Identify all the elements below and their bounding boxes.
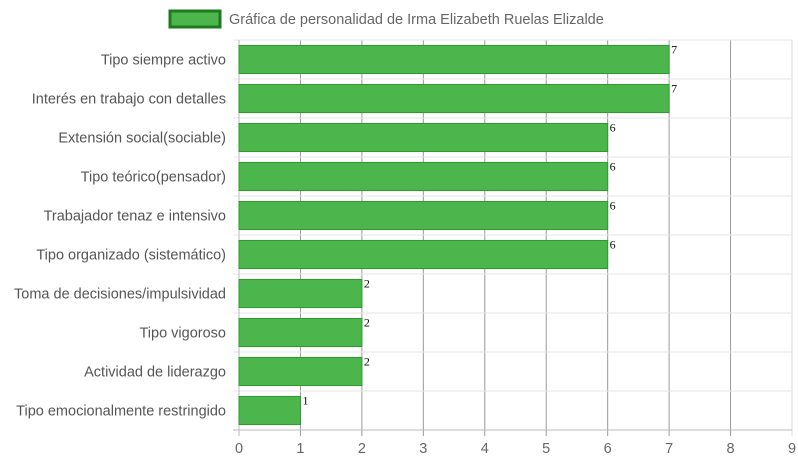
bar[interactable] [238,239,609,270]
category-label: Extensión social(sociable) [58,131,226,147]
x-tick-label: 5 [542,441,550,457]
data-label: 6 [610,238,616,252]
legend-label: Gráfica de personalidad de Irma Elizabet… [229,12,604,28]
data-label: 6 [610,199,616,213]
data-labels: 7 7 6 6 6 6 2 2 2 1 [302,43,677,408]
x-axis-ticks: 0 1 2 3 4 5 6 7 8 9 [235,441,796,457]
data-label: 2 [364,277,370,291]
bar[interactable] [238,200,609,231]
bars [238,44,670,426]
data-label: 7 [671,82,677,96]
category-label: Tipo teórico(pensador) [81,170,226,186]
data-label: 7 [671,43,677,57]
bar[interactable] [238,83,670,114]
x-tick-label: 8 [727,441,735,457]
data-label: 6 [610,121,616,135]
x-tick-label: 1 [296,441,304,457]
category-label: Interés en trabajo con detalles [32,92,226,108]
legend[interactable]: Gráfica de personalidad de Irma Elizabet… [168,9,604,29]
bar[interactable] [238,395,301,426]
category-label: Actividad de liderazgo [84,365,226,381]
x-tick-label: 0 [235,441,243,457]
x-tick-label: 7 [665,441,673,457]
data-label: 1 [302,394,308,408]
x-tick-label: 9 [788,441,796,457]
bar[interactable] [238,44,670,75]
category-label: Tipo siempre activo [101,53,226,69]
x-tick-label: 4 [481,441,489,457]
x-tick-label: 6 [604,441,612,457]
category-labels: Tipo siempre activo Interés en trabajo co… [14,53,226,420]
x-tick-label: 3 [419,441,427,457]
legend-swatch [168,9,222,29]
bar[interactable] [238,161,609,192]
x-tick-label: 2 [358,441,366,457]
category-label: Toma de decisiones/impulsividad [14,287,226,303]
category-label: Tipo organizado (sistemático) [36,248,226,264]
category-label: Trabajador tenaz e intensivo [44,209,226,225]
category-label: Tipo emocionalmente restringido [16,404,226,420]
bar[interactable] [238,317,363,348]
data-label: 2 [364,355,370,369]
bar[interactable] [238,122,609,153]
category-label: Tipo vigoroso [139,326,226,342]
data-label: 2 [364,316,370,330]
data-label: 6 [610,160,616,174]
bar[interactable] [238,356,363,387]
bar[interactable] [238,278,363,309]
